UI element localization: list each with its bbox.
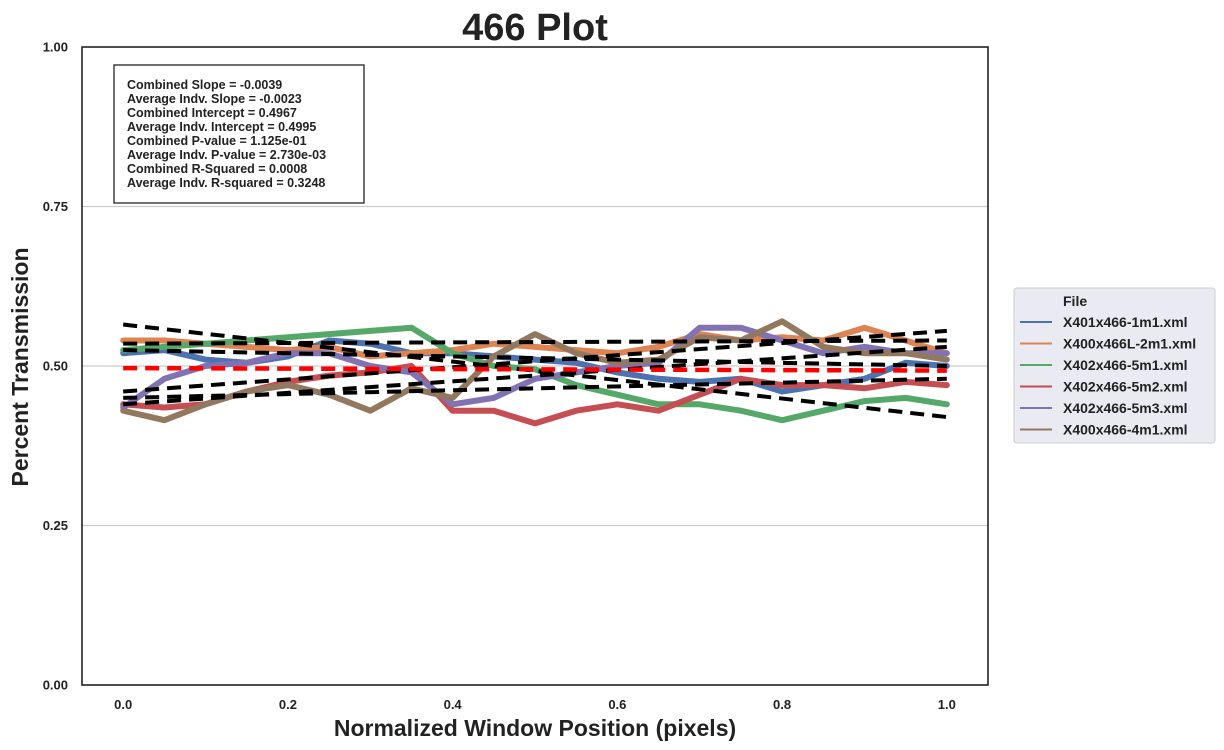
y-tick-label: 0.25: [43, 518, 68, 533]
legend-entry: X400x466L-2m1.xml: [1063, 336, 1196, 352]
legend-entry: X402x466-5m1.xml: [1063, 357, 1188, 373]
y-tick-label: 0.50: [43, 359, 68, 374]
y-tick-label: 0.00: [43, 678, 68, 693]
x-tick-label: 0.2: [279, 697, 297, 712]
x-axis-label: Normalized Window Position (pixels): [334, 715, 736, 741]
x-tick-label: 0.8: [773, 697, 791, 712]
plot-area-frame: [81, 46, 989, 686]
stats-line: Combined R-Squared = 0.0008: [127, 162, 307, 176]
chart-title: 466 Plot: [462, 7, 608, 49]
y-tick-label: 0.75: [43, 199, 68, 214]
series-layer: [120, 318, 950, 427]
legend-title: File: [1063, 293, 1087, 309]
stats-line: Average Indv. P-value = 2.730e-03: [127, 148, 326, 162]
y-axis-label: Percent Transmission: [7, 247, 33, 486]
stats-line: Average Indv. R-squared = 0.3248: [127, 176, 325, 190]
fit-line: [123, 328, 947, 394]
x-tick-label: 1.0: [938, 697, 956, 712]
legend: File X401x466-1m1.xml X400x466L-2m1.xml X4…: [1013, 287, 1216, 444]
series-line: [120, 318, 950, 424]
stats-line: Combined P-value = 1.125e-01: [127, 134, 307, 148]
y-tick-label: 1.00: [43, 40, 68, 55]
x-tick-label: 0.0: [114, 697, 132, 712]
legend-entry: X401x466-1m1.xml: [1063, 314, 1188, 330]
stats-box: Combined Slope = -0.0039 Average Indv. S…: [113, 64, 365, 204]
axis-ticks: 0.00 0.25 0.50 0.75 1.00 0.0 0.2 0.4 0.6 0.8 1.0: [43, 40, 956, 713]
stats-line: Combined Intercept = 0.4967: [127, 106, 297, 120]
legend-entry: X402x466-5m2.xml: [1063, 379, 1188, 395]
stats-line: Combined Slope = -0.0039: [127, 78, 282, 92]
x-tick-label: 0.6: [608, 697, 626, 712]
combined-fit-line: [123, 365, 947, 373]
fit-line: [122, 322, 948, 420]
fit-line: [123, 344, 947, 407]
legend-entry: X402x466-5m3.xml: [1063, 400, 1188, 416]
stats-line: Average Indv. Intercept = 0.4995: [127, 120, 316, 134]
series-line: [120, 324, 950, 411]
stats-line: Average Indv. Slope = -0.0023: [127, 92, 302, 106]
fit-line: [123, 348, 947, 368]
x-tick-label: 0.4: [444, 697, 463, 712]
fit-lines: [122, 322, 948, 420]
legend-entry: X400x466-4m1.xml: [1063, 422, 1188, 438]
